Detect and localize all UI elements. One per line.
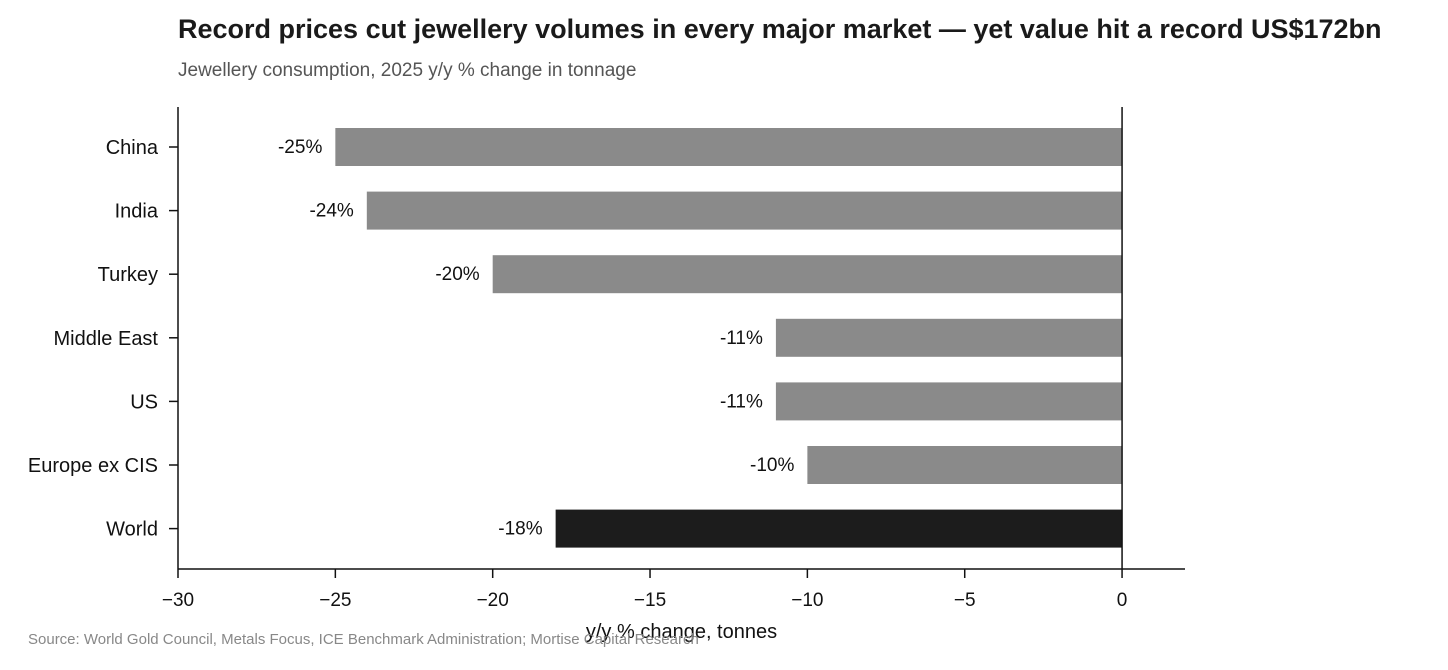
data-label: -24% [309,201,353,222]
axes-layer [169,107,1185,578]
bar [335,128,1123,166]
x-tick-label: −25 [319,590,351,611]
data-label: -18% [498,519,542,540]
bar [775,382,1123,421]
data-label: -20% [435,264,479,285]
category-label: India [115,201,159,223]
x-tick-label: −10 [791,590,823,611]
category-label: World [106,519,158,541]
category-label: US [130,391,158,413]
category-label: China [106,137,159,159]
category-label: Turkey [98,264,158,286]
x-tick-label: −15 [634,590,666,611]
category-label: Middle East [54,328,159,350]
x-tick-label: −20 [477,590,509,611]
data-label: -11% [720,391,763,412]
x-axis-title: y/y % change, tonnes [586,621,777,643]
x-tick-label: −5 [954,590,976,611]
labels-layer: -25% China -24% India -20% Turkey -11% Middle E… [28,137,1127,643]
bar [555,509,1123,548]
bar [807,446,1123,484]
data-label: -11% [720,328,763,349]
bar [366,191,1123,230]
x-tick-label: −30 [162,590,194,611]
x-tick-label: 0 [1117,590,1128,611]
bar [492,255,1123,294]
bar [775,318,1123,357]
data-label: -25% [278,137,322,158]
chart-title: Record prices cut jewellery volumes in e… [178,14,1382,44]
data-label: -10% [750,455,794,476]
source-note: Source: World Gold Council, Metals Focus… [28,631,699,648]
bars-layer [335,128,1123,548]
category-label: Europe ex CIS [28,455,158,477]
chart-subtitle: Jewellery consumption, 2025 y/y % change… [178,60,637,81]
